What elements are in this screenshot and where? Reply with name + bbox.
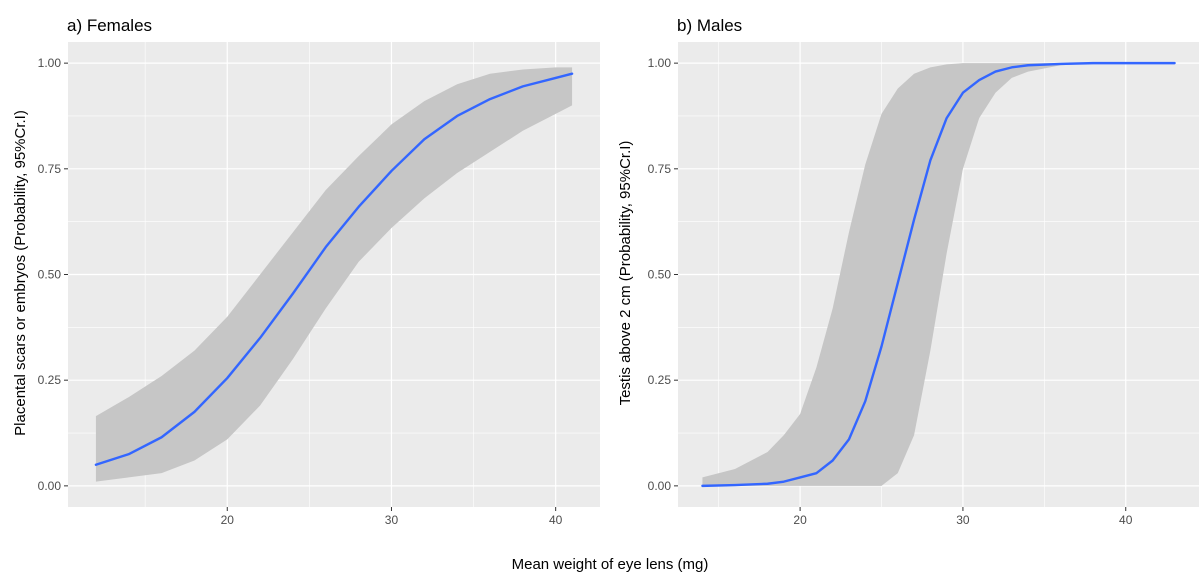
credible-interval-ribbon — [95, 67, 573, 482]
panel-a-ribbon-group — [95, 67, 573, 482]
panel-a-y-tick-label: 0.25 — [38, 373, 62, 387]
panel-females: a) Females 0.00 0.25 0.50 0.75 1.00 20 3… — [12, 16, 600, 527]
panel-a-y-axis-title: Placental scars or embryos (Probability,… — [12, 110, 29, 436]
panel-b-ribbon-group — [702, 63, 1175, 486]
panel-b-y-tick-label: 1.00 — [648, 56, 672, 70]
panel-a-x-tick-label: 40 — [549, 513, 563, 527]
panel-b-ticks: 0.00 0.25 0.50 0.75 1.00 20 30 40 — [648, 56, 1133, 527]
panel-b-x-tick-label: 30 — [956, 513, 970, 527]
panel-males: b) Males 0.00 0.25 0.50 0.75 1.00 20 30 … — [617, 16, 1199, 527]
panel-b-y-tick-label: 0.00 — [648, 479, 672, 493]
panel-a-line-group — [94, 72, 574, 466]
panel-a-title: a) Females — [67, 16, 152, 35]
panel-b-y-axis-title: Testis above 2 cm (Probability, 95%Cr.I) — [617, 141, 634, 406]
panel-b-x-tick-label: 20 — [793, 513, 807, 527]
panel-a-y-tick-label: 1.00 — [38, 56, 62, 70]
panel-a-ticks: 0.00 0.25 0.50 0.75 1.00 20 30 40 — [38, 56, 563, 527]
panel-a-y-tick-label: 0.50 — [38, 268, 62, 282]
panel-b-y-tick-label: 0.50 — [648, 268, 672, 282]
panel-b-y-tick-label: 0.25 — [648, 373, 672, 387]
credible-interval-ribbon — [702, 63, 1175, 486]
panel-b-title: b) Males — [677, 16, 742, 35]
panel-a-x-tick-label: 20 — [221, 513, 235, 527]
panel-a-y-tick-label: 0.75 — [38, 162, 62, 176]
probability-curve — [94, 72, 574, 466]
panel-b-x-tick-label: 40 — [1119, 513, 1133, 527]
panel-a-y-tick-label: 0.00 — [38, 479, 62, 493]
panel-b-y-tick-label: 0.75 — [648, 162, 672, 176]
panel-b-line-group — [701, 61, 1176, 488]
x-axis-title: Mean weight of eye lens (mg) — [512, 556, 709, 573]
probability-curve — [701, 61, 1176, 488]
panel-a-x-tick-label: 30 — [385, 513, 399, 527]
